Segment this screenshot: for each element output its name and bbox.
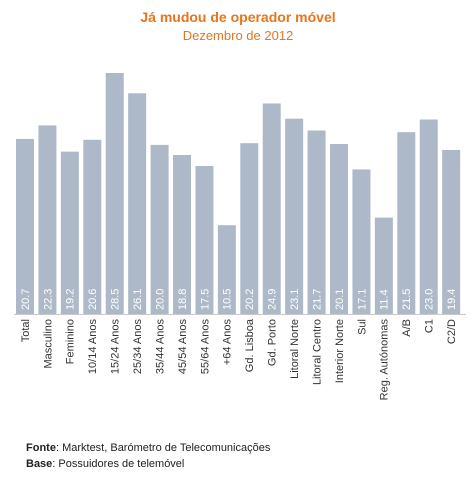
bar-9: [217, 225, 236, 314]
category-label-10: Gd. Lisboa: [244, 318, 256, 372]
category-label-3: 10/14 Anos: [87, 319, 99, 375]
source-note: Fonte: Marktest, Barómetro de Telecomuni…: [26, 442, 270, 454]
bar-0: [16, 138, 34, 314]
category-label-9: +64 Anos: [222, 319, 234, 366]
category-label-17: A/B: [401, 319, 413, 337]
chart-subtitle: Dezembro de 2012: [182, 28, 294, 43]
bar-12: [285, 118, 304, 314]
value-label-5: 26.1: [132, 289, 144, 310]
category-label-0: Total: [20, 319, 32, 342]
value-label-11: 24.9: [267, 289, 279, 310]
value-label-18: 23.0: [424, 289, 436, 310]
bar-chart: 20.7 22.3 19.2 20.6 28.5 26.1 20.0 18.8 17.5 10.5…: [14, 73, 466, 400]
value-label-14: 20.1: [334, 289, 346, 310]
category-label-19: C2/D: [446, 319, 458, 344]
category-labels-layer: Total Masculino Feminino 10/14 Anos 15/24 An…: [20, 318, 458, 400]
bar-8: [195, 166, 214, 314]
category-label-2: Feminino: [65, 319, 77, 364]
value-label-4: 28.5: [110, 289, 122, 310]
bar-13: [307, 130, 326, 314]
bar-10: [240, 143, 259, 314]
bar-16: [374, 217, 393, 314]
value-label-19: 19.4: [446, 289, 458, 310]
value-label-7: 18.8: [177, 289, 189, 310]
base-text: : Possuidores de telemóvel: [52, 458, 185, 470]
category-label-15: Sul: [356, 319, 368, 335]
value-label-9: 10.5: [222, 289, 234, 310]
category-label-16: Reg. Autónomas: [379, 319, 391, 400]
source-label: Fonte: [26, 442, 56, 454]
bar-17: [397, 132, 416, 314]
bar-14: [330, 144, 349, 314]
bar-18: [419, 119, 438, 314]
value-label-12: 23.1: [289, 289, 301, 310]
value-label-15: 17.1: [356, 289, 368, 310]
base-note: Base: Possuidores de telemóvel: [26, 458, 184, 470]
category-label-12: Litoral Norte: [289, 319, 301, 379]
category-label-4: 15/24 Anos: [110, 319, 122, 375]
category-label-18: C1: [424, 319, 436, 333]
value-label-0: 20.7: [20, 289, 32, 310]
value-label-8: 17.5: [199, 289, 211, 310]
bars-layer: [16, 73, 461, 315]
category-label-5: 25/34 Anos: [132, 319, 144, 375]
source-text: : Marktest, Barómetro de Telecomunicaçõe…: [55, 442, 271, 454]
category-label-8: 55/64 Anos: [199, 319, 211, 375]
bar-15: [352, 169, 371, 314]
bar-2: [60, 151, 79, 314]
value-label-1: 22.3: [42, 289, 54, 310]
bar-4: [105, 73, 124, 314]
base-label: Base: [26, 458, 53, 470]
category-label-14: Interior Norte: [334, 319, 346, 383]
value-label-16: 11.4: [379, 289, 391, 310]
value-labels-layer: 20.7 22.3 19.2 20.6 28.5 26.1 20.0 18.8 17.5 10.5…: [20, 289, 458, 310]
value-label-10: 20.2: [244, 289, 256, 310]
bar-1: [38, 125, 57, 315]
value-label-6: 20.0: [154, 289, 166, 310]
bar-11: [262, 103, 281, 314]
category-label-13: Litoral Centro: [311, 319, 323, 385]
value-label-17: 21.5: [401, 289, 413, 310]
category-label-1: Masculino: [42, 319, 54, 369]
category-label-7: 45/54 Anos: [177, 319, 189, 375]
bar-3: [83, 139, 102, 314]
chart-title: Já mudou de operador móvel: [140, 9, 336, 25]
value-label-13: 21.7: [311, 289, 323, 310]
category-label-6: 35/44 Anos: [154, 319, 166, 375]
value-label-3: 20.6: [87, 289, 99, 310]
bar-19: [442, 149, 461, 314]
bar-5: [128, 93, 147, 314]
value-label-2: 19.2: [65, 289, 77, 310]
bar-6: [150, 144, 169, 314]
category-label-11: Gd. Porto: [267, 319, 279, 366]
bar-7: [173, 155, 192, 314]
